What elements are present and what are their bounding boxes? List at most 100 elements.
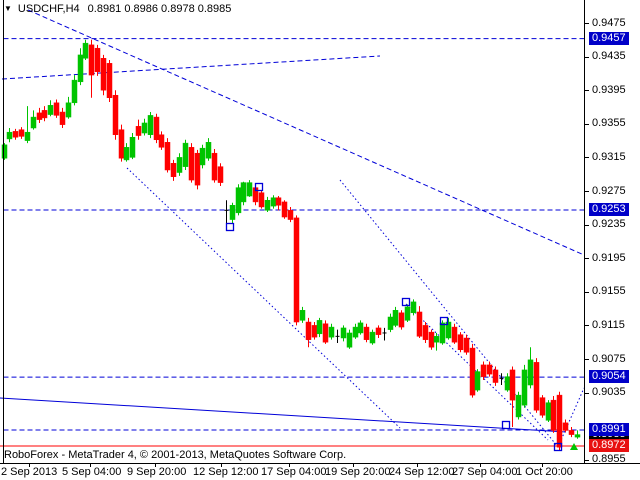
- candle-body: [235, 187, 242, 214]
- candle-body: [562, 422, 569, 431]
- candle-body: [147, 115, 154, 135]
- time-axis-label: 24 Sep 12:00: [389, 466, 455, 478]
- candle-body: [357, 322, 364, 334]
- candle-body: [428, 331, 435, 348]
- chart-shift-icon[interactable]: ▼: [4, 4, 12, 13]
- price-axis-label: 0.9475: [592, 16, 626, 29]
- candle-body: [363, 326, 370, 340]
- candle-body: [369, 331, 376, 344]
- ohlc-values: 0.8981 0.8986 0.8978 0.8985: [87, 3, 232, 15]
- price-axis-label: 0.9395: [592, 83, 626, 96]
- candle-body: [445, 321, 452, 339]
- candle-body: [129, 136, 136, 158]
- price-axis-label: 0.9275: [592, 184, 626, 197]
- price-axis-label: 0.9235: [592, 218, 626, 231]
- candle-body: [305, 321, 312, 340]
- price-axis-label: 0.9457: [589, 31, 629, 45]
- candle-body: [176, 157, 183, 173]
- time-axis-label: 19 Sep 20:00: [325, 466, 391, 478]
- candle-body: [340, 327, 347, 339]
- time-axis-label: 5 Sep 04:00: [62, 466, 122, 478]
- trendline-handle[interactable]: [501, 420, 511, 430]
- candle-body: [158, 134, 165, 148]
- time-axis-label: 9 Sep 20:00: [127, 466, 187, 478]
- candle-body: [135, 126, 142, 136]
- trendline-long-descending-resistance[interactable]: [27, 9, 585, 256]
- candle-body: [352, 326, 359, 338]
- trendline-handle[interactable]: [225, 222, 235, 232]
- candle-body: [1, 144, 8, 159]
- candle-body: [264, 199, 271, 211]
- candle-body: [556, 394, 563, 448]
- price-axis-label: 0.8972: [589, 439, 629, 453]
- candle-body: [182, 142, 189, 167]
- price-axis-label: 0.8991: [589, 423, 629, 437]
- candle-body: [82, 42, 89, 59]
- price-axis-label: 0.8955: [592, 453, 626, 466]
- candle-body: [287, 210, 294, 220]
- candle-body: [6, 131, 13, 140]
- candle-body: [451, 326, 458, 343]
- candle-body: [328, 326, 335, 338]
- arrow-marker-icon[interactable]: [570, 443, 578, 450]
- candle-body: [469, 347, 476, 396]
- trendline-inner-decline-line[interactable]: [405, 303, 549, 441]
- price-axis-label: 0.9115: [592, 318, 625, 331]
- ohlc-header: ▼ USDCHF,H4 0.8981 0.8986 0.8978 0.8985: [4, 3, 231, 15]
- candle-body: [246, 182, 253, 197]
- candle-body: [539, 397, 546, 416]
- candle-body: [229, 205, 236, 220]
- candle-body: [118, 129, 125, 159]
- candle-body: [550, 399, 557, 431]
- trendline-long-support-line[interactable]: [0, 397, 567, 433]
- price-axis-label: 0.9435: [592, 50, 626, 63]
- trendline-upper-flat-resistance[interactable]: [1, 55, 381, 80]
- trendline-projected-rally-line[interactable]: [557, 387, 585, 448]
- trendline-handle[interactable]: [553, 442, 563, 452]
- time-axis-label: 17 Sep 04:00: [261, 466, 327, 478]
- candle-body: [509, 369, 516, 401]
- candle-body: [24, 131, 31, 141]
- candle-body: [188, 147, 195, 181]
- candle-body: [322, 323, 329, 343]
- candle-body: [568, 430, 575, 435]
- candle-body: [47, 105, 54, 115]
- candle-body: [194, 152, 201, 186]
- trendline-channel-line-left[interactable]: [126, 167, 401, 429]
- candle-body: [59, 111, 66, 125]
- trendline-handle[interactable]: [439, 316, 449, 326]
- symbol-period-label: USDCHF,H4: [17, 3, 80, 15]
- candle-body: [410, 301, 417, 314]
- candle-body: [153, 116, 160, 141]
- candle-body: [77, 54, 84, 83]
- candle-body: [270, 197, 277, 207]
- price-axis-label: 0.9195: [592, 251, 626, 264]
- time-axis-label: 27 Sep 04:00: [452, 466, 518, 478]
- candle-body: [387, 316, 394, 330]
- candle-body: [392, 310, 399, 326]
- price-axis-label: 0.9075: [592, 352, 626, 365]
- candle-body: [217, 166, 224, 183]
- time-axis-label: 2 Sep 2013: [1, 466, 58, 478]
- candle-body: [199, 147, 206, 166]
- trendline-handle[interactable]: [254, 182, 264, 192]
- candle-body: [433, 336, 440, 343]
- trendline-handle[interactable]: [401, 297, 411, 307]
- candle-body: [71, 79, 78, 104]
- candle-body: [53, 102, 60, 116]
- price-axis-label: 0.9054: [589, 370, 629, 384]
- candle-body: [457, 334, 464, 351]
- candle-body: [574, 434, 581, 438]
- candle-body: [299, 310, 306, 321]
- copyright-watermark: RoboForex - MetaTrader 4, © 2001-2013, M…: [4, 449, 347, 461]
- candle-body: [521, 369, 528, 406]
- candle-body: [422, 325, 429, 340]
- trendline-channel-line-right[interactable]: [339, 179, 559, 448]
- candle-body: [281, 201, 288, 218]
- candle-body: [311, 325, 318, 338]
- candle-body: [439, 322, 446, 344]
- candle-body: [293, 217, 300, 323]
- candle-body: [275, 197, 282, 206]
